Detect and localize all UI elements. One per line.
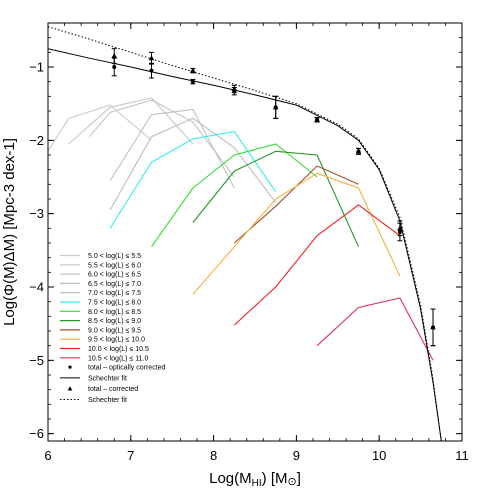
- series-line-10: [233, 204, 401, 326]
- legend-optical-fit-label: Schechter fit: [88, 375, 127, 382]
- legend-label-6: 8.0 < log(L) ≤ 8.5: [88, 309, 141, 316]
- corrected-point-1: [148, 55, 155, 61]
- legend-label-11: 10.5 < log(L) ≤ 11.0: [88, 355, 148, 362]
- series-line-9: [192, 172, 401, 295]
- corrected-point-0: [111, 53, 118, 58]
- y-tick-label-2: −3: [29, 206, 44, 221]
- plot-frame: [47, 22, 463, 442]
- corrected-point-7: [397, 225, 403, 231]
- corrected-point-6: [355, 148, 362, 154]
- legend-label-10: 10.0 < log(L) ≤ 10.5: [88, 346, 149, 353]
- series-line-11: [316, 297, 434, 361]
- y-axis-label: Log(Φ(M)ΔM) [Mpc-3 dex-1]: [1, 138, 18, 326]
- legend-corrected-points-label: total – corrected: [88, 386, 138, 393]
- series-line-6: [151, 143, 318, 248]
- x-tick-label-3: 9: [293, 448, 300, 463]
- legend-label-2: 6.0 < log(L) ≤ 6.5: [88, 272, 141, 279]
- x-axis-label: Log(MHI) [M⊙]: [209, 470, 301, 489]
- x-tick-label-4: 10: [372, 448, 386, 463]
- legend-label-5: 7.5 < log(L) ≤ 8.0: [88, 300, 141, 307]
- y-tick-label-0: −1: [29, 60, 44, 75]
- points-layer: [111, 48, 436, 347]
- legend-label-3: 6.5 < log(L) ≤ 7.0: [88, 281, 141, 288]
- legend-label-7: 8.5 < log(L) ≤ 9.0: [88, 318, 141, 325]
- legend-corrected-points-marker: [67, 386, 73, 391]
- legend-label-9: 9.5 < log(L) ≤ 10.0: [88, 337, 145, 344]
- legend-label-1: 5.5 < log(L) ≤ 6.0: [88, 262, 141, 269]
- corrected-point-3: [231, 86, 238, 91]
- legend-label-8: 9.0 < log(L) ≤ 9.5: [88, 327, 141, 334]
- legend-corrected-fit-label: Schechter fit: [88, 397, 127, 404]
- legend-label-4: 7.0 < log(L) ≤ 7.5: [88, 290, 141, 297]
- ticks-layer: 6 7 8 9 10 11 −1 −2 −3 −4 −5 −6: [29, 22, 469, 463]
- legend-label-0: 5.0 < log(L) ≤ 5.5: [88, 253, 141, 260]
- fit-layer: [48, 26, 442, 441]
- optical-point-1: [149, 68, 154, 73]
- series-line-1: [68, 97, 194, 145]
- series-line-7: [192, 150, 360, 247]
- schechter-fit-optical-line: [48, 48, 442, 441]
- series-line-3: [109, 108, 235, 189]
- y-tick-label-3: −4: [29, 280, 44, 295]
- x-tick-label-2: 8: [210, 448, 217, 463]
- series-line-4: [109, 117, 277, 211]
- optical-point-2: [190, 79, 195, 84]
- series-line-2: [88, 99, 235, 178]
- y-tick-label-5: −6: [29, 426, 44, 441]
- corrected-point-4: [272, 104, 279, 110]
- y-tick-label-4: −5: [29, 353, 44, 368]
- series-layer: [48, 97, 434, 361]
- x-tick-label-0: 6: [44, 448, 51, 463]
- legend-optical-points-marker: [68, 365, 72, 369]
- optical-point-0: [112, 65, 117, 69]
- series-line-0: [48, 104, 152, 152]
- x-tick-label-1: 7: [127, 448, 134, 463]
- legend: 5.0 < log(L) ≤ 5.5 5.5 < log(L) ≤ 6.0 6.0 …: [60, 253, 166, 404]
- corrected-point-8: [430, 324, 436, 330]
- y-tick-label-1: −2: [29, 133, 44, 148]
- corrected-point-5: [314, 116, 320, 122]
- x-tick-label-5: 11: [455, 448, 469, 463]
- legend-optical-points-label: total – optically corrected: [88, 365, 166, 372]
- corrected-point-2: [190, 67, 196, 73]
